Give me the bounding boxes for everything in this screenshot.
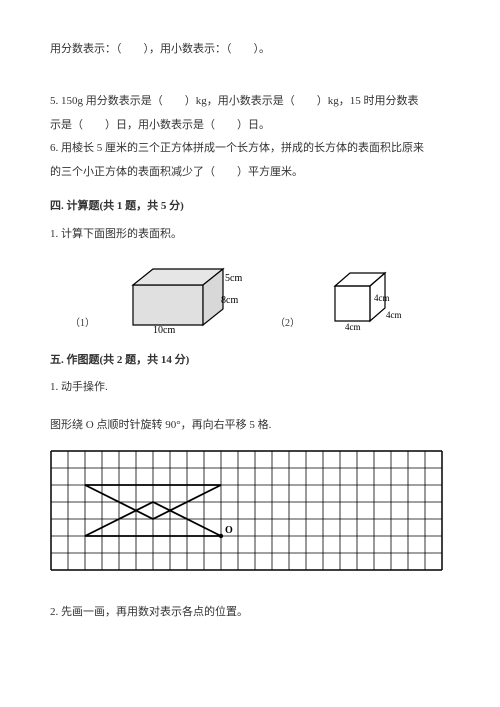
- cuboid-depth-label: 8cm: [221, 295, 238, 306]
- grid-figure: O: [50, 450, 443, 571]
- cube-figure: 4cm 4cm 4cm: [330, 268, 405, 333]
- section-4-q1: 1. 计算下面图形的表面积。: [50, 225, 450, 245]
- question-6-line1: 6. 用棱长 5 厘米的三个正方体拼成一个长方体，拼成的长方体的表面积比原来: [50, 139, 450, 159]
- figure-1-label: （1）: [70, 315, 95, 333]
- question-6-line2: 的三个小正方体的表面积减少了（ ）平方厘米。: [50, 163, 450, 183]
- cuboid-width-label: 10cm: [153, 325, 175, 333]
- svg-text:O: O: [225, 525, 233, 536]
- section-4-title: 四. 计算题(共 1 题，共 5 分): [50, 197, 450, 217]
- section-5-q1: 1. 动手操作.: [50, 378, 450, 398]
- cuboid-height-label: 5cm: [225, 273, 242, 284]
- intro-text: 用分数表示：（ ），用小数表示：（ ）。: [50, 40, 450, 60]
- figure-2-label: （2）: [275, 315, 300, 333]
- cuboid-figure: 5cm 8cm 10cm: [125, 263, 245, 333]
- cube-side3-label: 4cm: [345, 322, 361, 332]
- question-5-line2: 示是（ ）日，用小数表示是（ ）日。: [50, 116, 450, 136]
- cube-side1-label: 4cm: [374, 293, 390, 303]
- figure-row: （1） 5cm 8cm 10cm （2） 4cm 4cm 4cm: [70, 263, 450, 333]
- section-5-q1-desc: 图形绕 O 点顺时针旋转 90°，再向右平移 5 格.: [50, 416, 450, 436]
- section-5-title: 五. 作图题(共 2 题，共 14 分): [50, 351, 450, 371]
- section-5-q2: 2. 先画一画，再用数对表示各点的位置。: [50, 603, 450, 623]
- cube-side2-label: 4cm: [386, 310, 402, 320]
- grid-figure-container: O: [50, 450, 450, 579]
- question-5-line1: 5. 150g 用分数表示是（ ）kg，用小数表示是（ ）kg，15 时用分数表: [50, 92, 450, 112]
